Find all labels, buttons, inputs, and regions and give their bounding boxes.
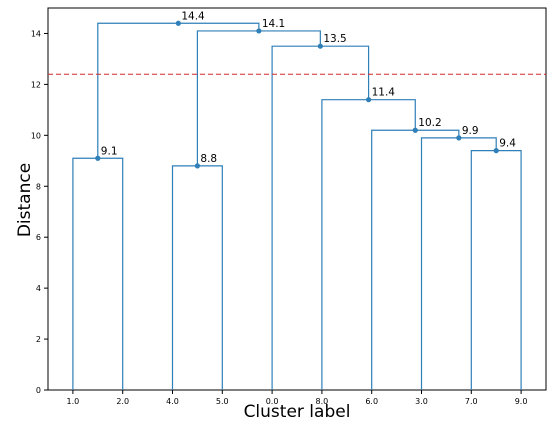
dendrogram-link <box>196 30 321 166</box>
dendrogram-link <box>271 45 370 390</box>
merge-label: 10.2 <box>418 117 441 129</box>
y-tick-label: 14 <box>31 29 41 38</box>
merge-point <box>256 28 262 34</box>
x-tick-label: 4.0 <box>166 397 179 406</box>
y-tick-label: 10 <box>31 131 41 140</box>
merge-label: 9.9 <box>462 125 479 137</box>
dendrogram-link <box>470 150 522 390</box>
merge-labels: 9.1 8.8 9.4 9.9 10.2 11.4 13.5 14.1 14.4 <box>101 10 516 165</box>
y-tick-label: 0 <box>36 386 41 395</box>
dendrogram-link <box>171 165 223 390</box>
x-tick-label: 9.0 <box>515 397 528 406</box>
x-tick-label: 6.0 <box>365 397 378 406</box>
y-tick-label: 12 <box>31 80 41 89</box>
x-tick-label: 8.0 <box>316 397 329 406</box>
x-tick-label: 1.0 <box>67 397 80 406</box>
x-tick-label: 0.0 <box>266 397 279 406</box>
x-tick-label: 3.0 <box>415 397 428 406</box>
plot-frame <box>47 7 547 391</box>
y-tick-label: 2 <box>36 335 41 344</box>
dendrogram-link <box>321 99 416 390</box>
merge-point <box>95 155 101 161</box>
x-tick-label: 2.0 <box>116 397 129 406</box>
merge-point <box>317 43 323 49</box>
dendrogram-link <box>420 137 497 390</box>
merge-point <box>412 127 418 133</box>
x-tick-label: 5.0 <box>216 397 229 406</box>
y-tick-label: 8 <box>36 182 41 191</box>
merge-label: 11.4 <box>372 87 396 99</box>
merge-points <box>95 20 499 169</box>
y-tick-label: 6 <box>36 233 41 242</box>
merge-point <box>493 148 499 154</box>
dendrogram-link <box>371 129 460 390</box>
merge-point <box>194 163 200 169</box>
y-tick-label: 4 <box>36 284 41 293</box>
merge-label: 14.1 <box>262 18 285 30</box>
merge-point <box>456 135 462 141</box>
merge-label: 14.4 <box>181 10 205 22</box>
dendrogram-link <box>97 22 260 159</box>
axes: 0 2 4 6 8 10 12 14 1.0 2.0 4.0 5.0 0.0 8.0 6.0 3.0 7.0 9.… <box>31 7 547 406</box>
merge-label: 9.1 <box>101 145 118 157</box>
merge-label: 8.8 <box>200 153 217 165</box>
merge-label: 13.5 <box>323 33 346 45</box>
y-axis-title: Distance <box>15 163 35 237</box>
x-tick-label: 7.0 <box>465 397 478 406</box>
merge-point <box>365 97 372 103</box>
dendrogram-link <box>72 157 124 390</box>
merge-label: 9.4 <box>499 138 516 150</box>
x-axis-title: Cluster label <box>244 402 351 422</box>
merge-point <box>175 20 181 26</box>
dendrogram-links <box>72 22 522 390</box>
